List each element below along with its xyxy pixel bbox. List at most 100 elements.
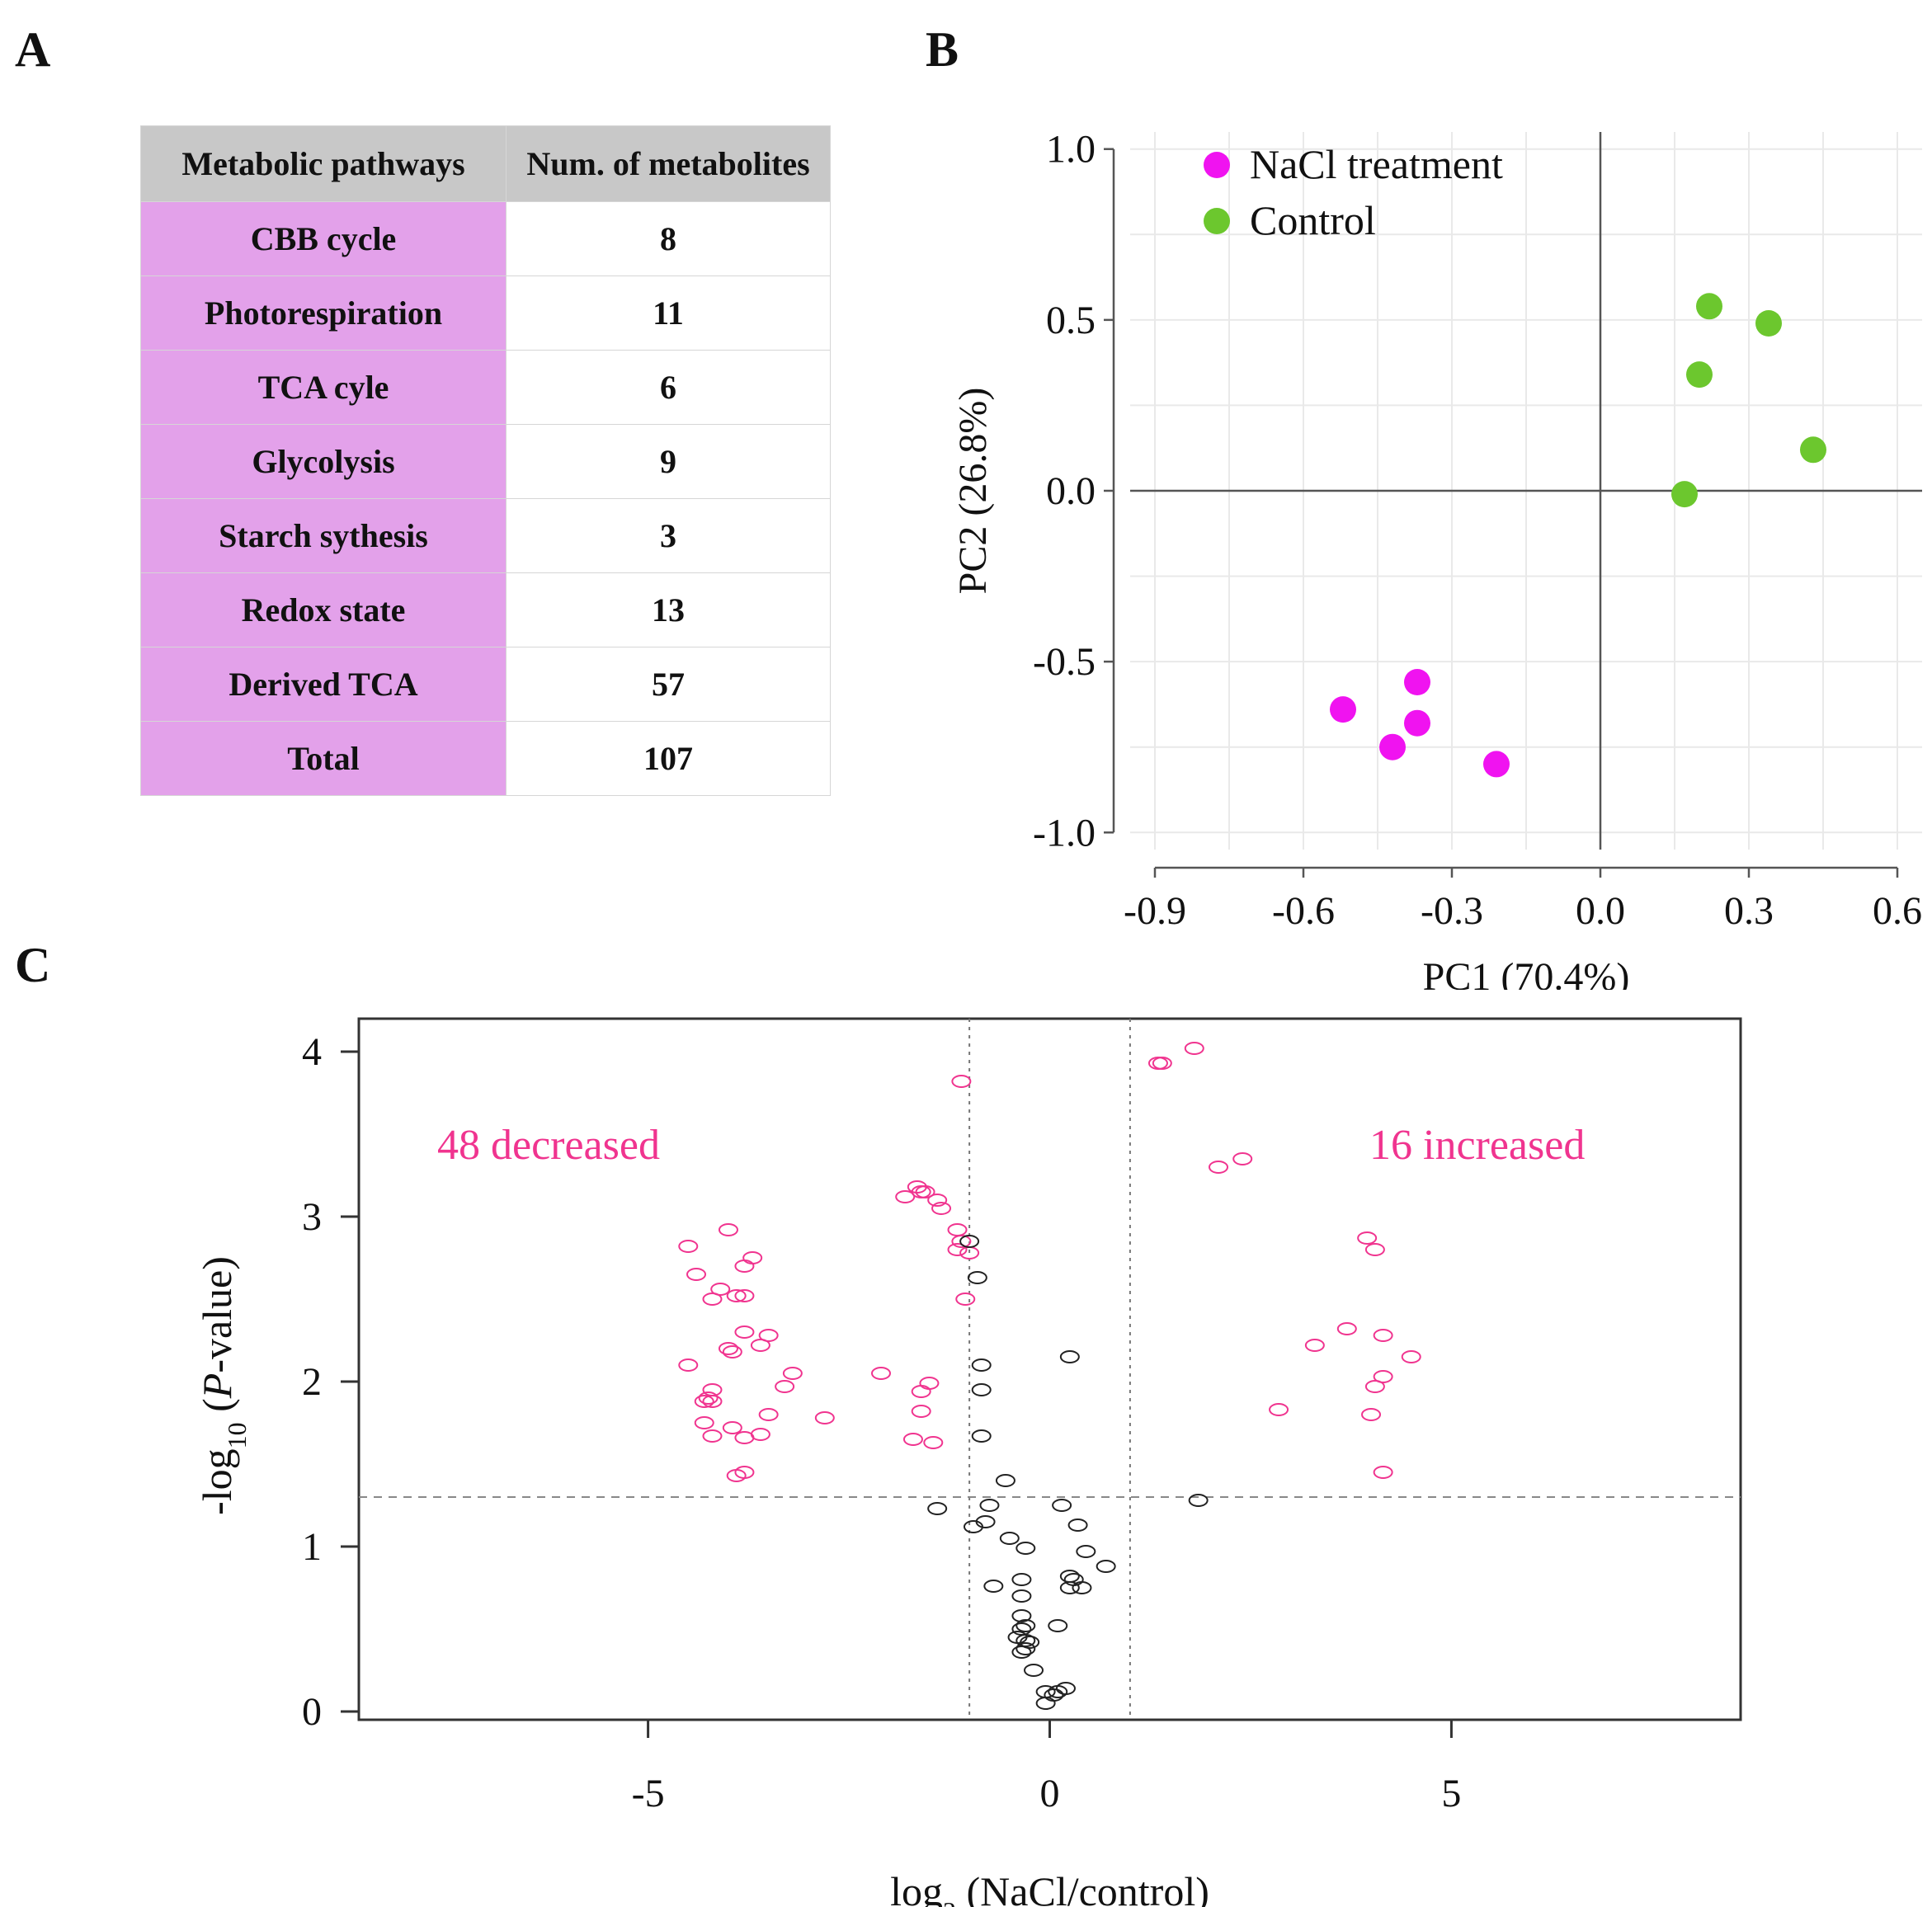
data-point-decreased xyxy=(702,1395,723,1408)
pathway-cell: Total xyxy=(140,721,507,796)
data-point-not-significant xyxy=(979,1499,1000,1512)
data-point-increased xyxy=(1373,1466,1393,1479)
data-point-decreased xyxy=(758,1408,779,1421)
data-point-decreased xyxy=(814,1411,835,1424)
count-cell: 57 xyxy=(506,647,831,722)
data-point-decreased xyxy=(702,1293,723,1306)
pathway-cell: CBB cycle xyxy=(140,201,507,276)
data-point-decreased xyxy=(750,1339,770,1352)
data-point-increased xyxy=(1269,1403,1289,1416)
data-point-not-significant xyxy=(1011,1609,1032,1622)
x-axis-title-subscript: 2 xyxy=(943,1896,956,1907)
data-point-decreased xyxy=(895,1190,916,1203)
data-point-not-significant xyxy=(971,1358,992,1372)
data-point-decreased xyxy=(782,1367,803,1380)
data-point-decreased xyxy=(702,1429,723,1443)
x-tick-label: -0.3 xyxy=(1421,889,1483,933)
x-axis-title-part: log xyxy=(890,1868,943,1907)
count-cell: 107 xyxy=(506,721,831,796)
y-axis-title: PC2 (26.8%) xyxy=(951,388,995,595)
data-point-decreased xyxy=(734,1260,755,1273)
data-point-not-significant xyxy=(1072,1581,1092,1594)
data-point-decreased xyxy=(742,1251,763,1264)
y-tick-label: 4 xyxy=(302,1030,322,1074)
data-point-decreased xyxy=(734,1466,755,1479)
data-point-increased xyxy=(1232,1152,1253,1165)
legend-marker xyxy=(1204,152,1230,178)
y-axis-title-part: -log xyxy=(194,1448,240,1515)
data-point-not-significant xyxy=(1063,1573,1084,1586)
data-point-decreased xyxy=(775,1380,795,1393)
table-header-row: Metabolic pathways Num. of metabolites xyxy=(140,125,831,202)
data-point-not-significant xyxy=(1067,1519,1088,1532)
data-point-increased xyxy=(1147,1057,1168,1070)
y-tick-label: 0.0 xyxy=(1046,469,1096,513)
data-point-decreased xyxy=(911,1385,931,1398)
data-point-not-significant xyxy=(971,1383,992,1396)
y-axis-title: -log10 (P-value) xyxy=(194,1256,252,1515)
count-cell: 9 xyxy=(506,424,831,499)
y-tick-label: 2 xyxy=(302,1360,322,1404)
data-point-not-significant xyxy=(959,1235,980,1248)
data-point-decreased xyxy=(927,1194,948,1207)
data-point-increased xyxy=(1361,1408,1382,1421)
data-point-decreased xyxy=(951,1235,972,1248)
pathway-cell: Glycolysis xyxy=(140,424,507,499)
data-point-decreased xyxy=(750,1428,770,1441)
data-point-decreased xyxy=(947,1243,968,1256)
pathway-cell: TCA cyle xyxy=(140,350,507,425)
data-point-increased xyxy=(1209,1161,1229,1174)
y-axis-title-subscript: 10 xyxy=(222,1422,252,1448)
legend-label: Control xyxy=(1250,197,1376,243)
table-row: TCA cyle 6 xyxy=(140,350,831,425)
data-point-not-significant xyxy=(1055,1682,1076,1695)
x-axis-title-part: (NaCl/control) xyxy=(956,1868,1209,1907)
data-point-increased xyxy=(1184,1042,1204,1055)
data-point-increased xyxy=(1304,1339,1325,1352)
y-tick-label: -0.5 xyxy=(1033,640,1096,684)
data-point-not-significant xyxy=(1035,1697,1056,1710)
x-tick-label: 0 xyxy=(1040,1772,1060,1815)
data-point-decreased xyxy=(726,1289,747,1302)
x-tick-label: -0.6 xyxy=(1272,889,1335,933)
data-point-control xyxy=(1671,481,1698,508)
data-point-nacl-treatment xyxy=(1330,696,1356,723)
data-point-not-significant xyxy=(995,1474,1015,1487)
data-point-increased xyxy=(1364,1380,1385,1393)
data-point-not-significant xyxy=(1020,1636,1040,1649)
count-cell: 11 xyxy=(506,275,831,351)
data-point-decreased xyxy=(931,1202,952,1215)
data-point-not-significant xyxy=(1011,1646,1032,1659)
data-point-decreased xyxy=(955,1293,976,1306)
data-point-decreased xyxy=(923,1436,944,1449)
data-point-not-significant xyxy=(1059,1581,1080,1594)
data-point-increased xyxy=(1152,1057,1172,1070)
y-axis-title-italic: P xyxy=(194,1373,240,1400)
data-point-not-significant xyxy=(983,1580,1004,1593)
data-point-decreased xyxy=(951,1075,972,1088)
data-point-not-significant xyxy=(1011,1589,1032,1603)
data-point-decreased xyxy=(959,1246,980,1260)
data-point-not-significant xyxy=(1011,1622,1032,1636)
y-tick-label: 1 xyxy=(302,1525,322,1569)
data-point-nacl-treatment xyxy=(1379,733,1406,760)
table-row: Redox state 13 xyxy=(140,572,831,647)
table-row: Total 107 xyxy=(140,721,831,796)
y-tick-label: 0 xyxy=(302,1690,322,1734)
data-point-nacl-treatment xyxy=(1404,669,1430,695)
data-point-not-significant xyxy=(1059,1570,1080,1583)
data-point-not-significant xyxy=(971,1429,992,1443)
table-row: CBB cycle 8 xyxy=(140,201,831,276)
data-point-decreased xyxy=(734,1325,755,1339)
data-point-not-significant xyxy=(1052,1499,1072,1512)
data-point-not-significant xyxy=(1096,1560,1116,1573)
data-point-increased xyxy=(1357,1231,1378,1245)
pathway-cell: Starch sythesis xyxy=(140,498,507,573)
data-point-decreased xyxy=(915,1185,935,1198)
count-cell: 8 xyxy=(506,201,831,276)
data-point-not-significant xyxy=(1015,1619,1036,1632)
x-tick-label: -0.9 xyxy=(1124,889,1186,933)
data-point-not-significant xyxy=(1048,1619,1068,1632)
y-tick-label: 3 xyxy=(302,1195,322,1239)
